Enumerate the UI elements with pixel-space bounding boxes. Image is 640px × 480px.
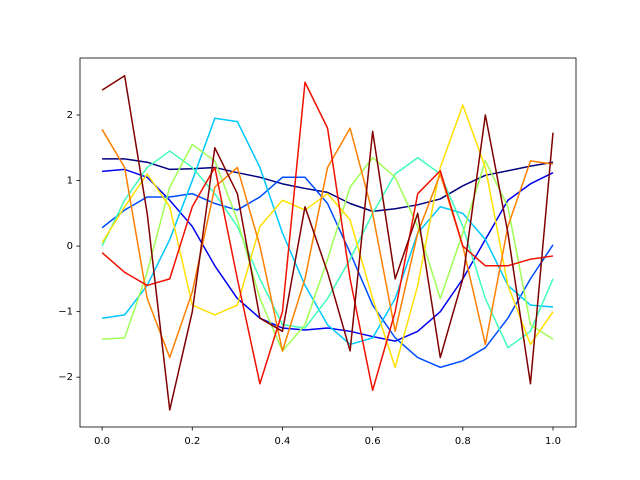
y-tick-label: 0 — [67, 241, 73, 252]
line-series — [101, 117, 554, 346]
line-series — [102, 158, 554, 213]
line-series — [101, 81, 554, 392]
line-series — [102, 168, 554, 342]
line-series — [101, 150, 554, 349]
y-tick-label: 2 — [67, 110, 73, 121]
line-series — [101, 104, 554, 369]
line-series — [101, 74, 554, 411]
line-series — [101, 176, 554, 369]
x-tick-label: 0.0 — [94, 436, 110, 447]
x-tick-label: 0.4 — [275, 436, 291, 447]
y-tick-label: −1 — [58, 307, 73, 318]
plot-frame — [79, 57, 577, 428]
y-tick-label: −2 — [58, 372, 73, 383]
x-tick-label: 0.2 — [184, 436, 200, 447]
x-tick-label: 0.8 — [455, 436, 471, 447]
x-tick-label: 1.0 — [545, 436, 561, 447]
y-tick-label: 1 — [67, 176, 73, 187]
line-series — [102, 143, 554, 352]
line-series — [101, 127, 554, 359]
x-tick-label: 0.6 — [365, 436, 381, 447]
